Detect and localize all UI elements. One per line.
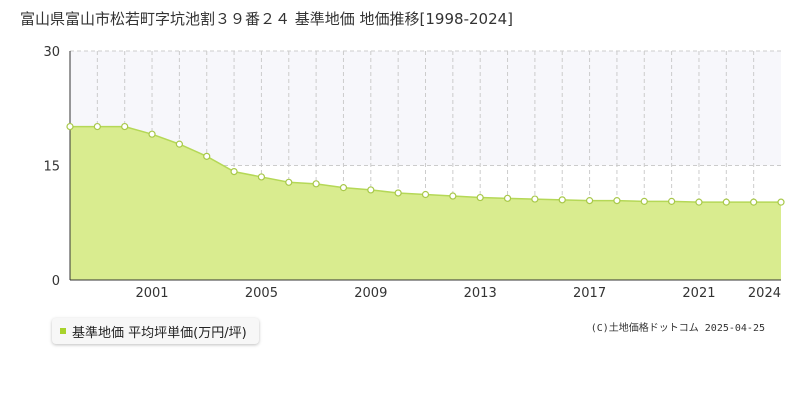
y-tick-label: 30 xyxy=(43,45,60,60)
series-area xyxy=(70,126,781,280)
y-tick-label: 0 xyxy=(52,274,60,289)
data-point xyxy=(230,168,238,176)
data-point xyxy=(640,197,648,205)
x-tick-label: 2024 xyxy=(748,286,781,301)
data-point xyxy=(285,178,293,186)
x-tick-label: 2009 xyxy=(354,286,387,301)
legend-swatch xyxy=(60,328,66,334)
data-point xyxy=(175,140,183,148)
data-point xyxy=(394,189,402,197)
data-point xyxy=(339,184,348,192)
x-tick-label: 2021 xyxy=(682,286,715,301)
data-point xyxy=(695,198,703,206)
x-tick-label: 2017 xyxy=(573,286,606,301)
data-point xyxy=(148,130,156,138)
data-point xyxy=(367,186,375,194)
chart-axes xyxy=(69,51,781,281)
x-tick-label: 2001 xyxy=(135,286,168,301)
data-point xyxy=(750,198,758,206)
data-point xyxy=(421,190,430,199)
data-point xyxy=(449,192,457,200)
legend-label: 基準地価 平均坪単価(万円/坪) xyxy=(72,325,247,341)
data-point xyxy=(503,194,512,202)
data-point xyxy=(613,197,621,205)
data-point xyxy=(777,198,785,206)
data-point xyxy=(476,193,484,202)
data-point xyxy=(585,197,594,205)
data-point xyxy=(203,152,211,160)
data-point xyxy=(722,198,730,206)
data-point xyxy=(121,122,129,131)
x-tick-label: 2005 xyxy=(245,286,278,301)
data-point xyxy=(93,122,101,131)
chart-title: 富山県富山市松若町字坑池割３９番２４ 基準地価 地価推移[1998-2024] xyxy=(20,10,514,28)
data-point xyxy=(257,173,266,181)
x-tick-label: 2013 xyxy=(464,286,497,301)
y-tick-label: 15 xyxy=(43,160,60,175)
chart-tick-labels: 0 15 30 2001 2005 2009 2013 2017 2021 2024 xyxy=(43,45,781,301)
data-point xyxy=(66,122,74,131)
data-point xyxy=(531,195,539,203)
credit-text: (C)土地価格ドットコム 2025-04-25 xyxy=(590,323,765,334)
data-point xyxy=(558,196,566,204)
data-point xyxy=(668,197,676,205)
data-point xyxy=(312,180,320,188)
chart-markers xyxy=(66,122,785,206)
chart-legend: 基準地価 平均坪単価(万円/坪) xyxy=(52,318,259,344)
